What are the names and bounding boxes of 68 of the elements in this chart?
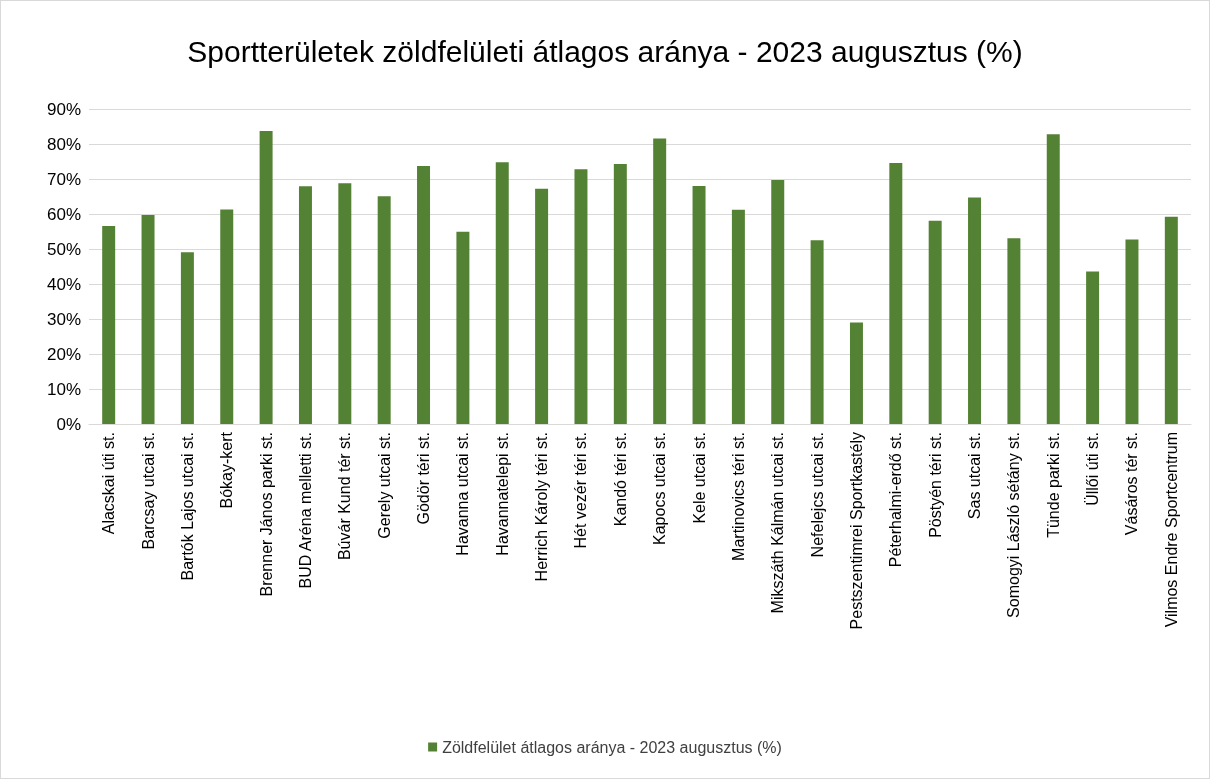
- bar: [141, 215, 155, 424]
- x-tick-label: Mikszáth Kálmán utcai st.: [769, 432, 787, 614]
- bar: [574, 169, 588, 424]
- bar: [653, 138, 667, 424]
- x-tick-label: Tünde parki st.: [1044, 432, 1062, 538]
- y-tick-label: 50%: [46, 239, 81, 259]
- legend-label: Zöldfelület átlagos aránya - 2023 augusztus (%): [442, 738, 782, 756]
- bar: [968, 197, 982, 424]
- bar: [1086, 271, 1100, 424]
- x-tick-label: Pestszentimrei Sportkastély: [847, 432, 865, 630]
- x-tick-label: Péterhalmi-erdő st.: [887, 432, 905, 568]
- x-tick-label: Búvár Kund tér st.: [336, 432, 354, 561]
- x-tick-label: Alacskai úti st.: [100, 432, 118, 535]
- bar: [377, 196, 391, 424]
- bar: [1125, 239, 1139, 424]
- bar: [810, 240, 824, 424]
- x-tick-label: BUD Aréna melletti st.: [296, 432, 314, 589]
- x-tick-label: Martinovics téri st.: [729, 432, 747, 561]
- x-tick-label: Sas utcai st.: [966, 432, 984, 520]
- bar: [180, 252, 194, 424]
- bar: [220, 209, 234, 424]
- bar: [535, 188, 549, 424]
- bar: [849, 322, 863, 424]
- x-tick-label: Kandó téri st.: [611, 432, 629, 527]
- x-tick-label: Vilmos Endre Sportcentrum: [1162, 432, 1180, 628]
- x-tick-label: Kapocs utcai st.: [651, 432, 669, 545]
- bar: [1007, 238, 1021, 424]
- bar: [298, 186, 312, 424]
- chart-title: Sportterületek zöldfelületi átlagos aránya - 2023 augusztus (%): [187, 34, 1023, 68]
- x-tick-label: Üllői úti st.: [1084, 432, 1102, 506]
- y-tick-label: 30%: [46, 309, 81, 329]
- x-tick-label: Vásáros tér st.: [1123, 432, 1141, 536]
- x-tick-label: Kele utcai st.: [690, 432, 708, 524]
- x-tick-label: Nefelejcs utcai st.: [808, 432, 826, 558]
- x-tick-label: Pöstyén téri st.: [926, 432, 944, 538]
- bar: [495, 162, 509, 424]
- y-tick-label: 0%: [56, 414, 81, 434]
- y-tick-label: 90%: [46, 99, 81, 119]
- bar: [456, 231, 470, 424]
- x-tick-label: Havannatelepi st.: [493, 432, 511, 556]
- x-tick-label: Herrich Károly téri st.: [533, 432, 551, 582]
- y-tick-label: 40%: [46, 274, 81, 294]
- bar: [692, 186, 706, 424]
- y-tick-label: 70%: [46, 169, 81, 189]
- bar: [889, 162, 903, 424]
- bar: [731, 209, 745, 424]
- bar: [1164, 216, 1178, 424]
- bar: [102, 225, 116, 424]
- x-tick-label: Gödör téri st.: [415, 432, 433, 525]
- x-tick-label: Bartók Lajos utcai st.: [178, 432, 196, 581]
- bar: [928, 220, 942, 424]
- x-tick-label: Havanna utcai st.: [454, 432, 472, 556]
- bar: [771, 180, 785, 424]
- x-tick-label: Brenner János parki st.: [257, 432, 275, 597]
- bar: [259, 131, 273, 424]
- x-tick-label: Gerely utcai st.: [375, 432, 393, 539]
- x-tick-label: Somogyi László sétány st.: [1005, 432, 1023, 618]
- bar: [1046, 134, 1060, 424]
- bar: [613, 163, 627, 424]
- bar: [417, 166, 431, 424]
- y-tick-label: 80%: [46, 134, 81, 154]
- x-tick-label: Hét vezér téri st.: [572, 432, 590, 549]
- y-tick-label: 60%: [46, 204, 81, 224]
- x-tick-label: Barcsay utcai st.: [139, 432, 157, 550]
- bar: [338, 183, 352, 424]
- y-tick-label: 10%: [46, 379, 81, 399]
- y-tick-label: 20%: [46, 344, 81, 364]
- x-tick-label: Bókay-kert: [218, 431, 236, 509]
